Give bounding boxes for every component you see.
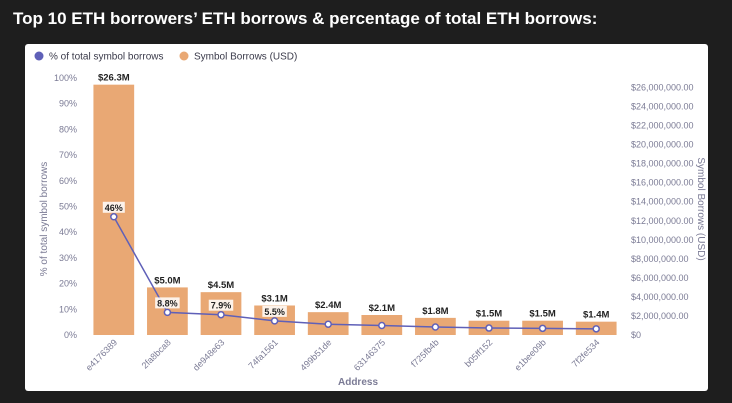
chart-panel: % of total symbol borrows Symbol Borrows…: [25, 44, 708, 391]
y-right-tick-label: $0: [631, 330, 641, 340]
y-right-tick-label: $6,000,000.00: [631, 273, 689, 283]
combo-chart: % of total symbol borrows Symbol Borrows…: [34, 51, 706, 388]
bar-value-labels: $26.3M $5.0M $4.5M $3.1M $2.4M $2.1M $1.8M $1.5…: [98, 73, 610, 321]
y-right-tick-label: $26,000,000.00: [631, 83, 694, 93]
y-right-tick-label: $24,000,000.00: [631, 102, 694, 112]
bar-value-label: $2.1M: [369, 303, 395, 314]
pct-value-label: 46%: [105, 203, 123, 213]
pct-point[interactable]: [378, 321, 386, 330]
page-title: Top 10 ETH borrowers’ ETH borrows & perc…: [13, 9, 598, 28]
y-left-tick-label: 100%: [54, 73, 77, 83]
y-right-tick-label: $22,000,000.00: [631, 121, 694, 131]
pct-point[interactable]: [538, 324, 547, 333]
pct-label-bg: [208, 299, 234, 311]
y-right-tick-label: $10,000,000.00: [631, 235, 694, 245]
legend-marker-pct: [34, 51, 44, 61]
pct-point[interactable]: [485, 324, 493, 332]
y-left-tick-label: 30%: [59, 253, 77, 263]
y-axis-right-ticks: $0 $2,000,000.00 $4,000,000.00 $6,000,000.0…: [631, 83, 694, 340]
x-tick-label: f725fb4b: [409, 337, 441, 369]
bar-value-label: $1.8M: [422, 306, 448, 317]
pct-label-bg: [102, 201, 125, 213]
x-tick-label: 63146375: [352, 337, 387, 372]
x-axis-ticks: e4176389 2fa8bca8 de948e63 74fa1561 499b51de…: [84, 337, 602, 372]
x-tick-label: 499b51de: [298, 337, 333, 372]
bar-value-label: $1.4M: [583, 310, 609, 321]
bar-value-label: $3.1M: [261, 293, 287, 304]
pct-label-bg: [155, 297, 180, 309]
x-tick-label: 2fa8bca8: [140, 337, 173, 370]
y-right-tick-label: $14,000,000.00: [631, 197, 694, 207]
y-right-tick-label: $8,000,000.00: [631, 254, 689, 264]
x-tick-label: 74fa1561: [246, 337, 280, 371]
y-left-tick-label: 60%: [59, 176, 77, 186]
y-left-tick-label: 40%: [59, 227, 77, 237]
bar-value-label: $26.3M: [98, 73, 130, 84]
x-axis-title: Address: [338, 377, 378, 388]
legend-marker-usd: [179, 51, 189, 61]
pct-point[interactable]: [163, 308, 172, 317]
bar-value-label: $5.0M: [154, 275, 180, 286]
legend: % of total symbol borrows Symbol Borrows…: [34, 51, 297, 63]
x-tick-label: 7f2fe534: [570, 337, 602, 369]
y-right-tick-label: $12,000,000.00: [631, 216, 694, 226]
bar-value-label: $4.5M: [208, 280, 234, 291]
pct-point[interactable]: [592, 325, 600, 333]
y-axis-left-title: % of total symbol borrows: [39, 162, 50, 277]
bar-value-label: $1.5M: [529, 309, 555, 320]
y-right-tick-label: $2,000,000.00: [631, 311, 689, 321]
y-right-tick-label: $18,000,000.00: [631, 159, 694, 169]
x-tick-label: e1bee09b: [513, 337, 548, 372]
pct-line-series: 46% 8.8% 7.9% 5.5%: [102, 201, 600, 333]
pct-label-bg: [262, 305, 287, 317]
y-left-tick-label: 80%: [59, 124, 77, 134]
pct-value-label: 7.9%: [211, 301, 232, 311]
pct-point[interactable]: [110, 213, 118, 221]
legend-label-usd[interactable]: Symbol Borrows (USD): [194, 52, 297, 63]
y-axis-left-ticks: 0% 10% 20% 30% 40% 50% 60% 70% 80% 90% 100%: [54, 73, 77, 340]
y-left-tick-label: 0%: [64, 330, 77, 340]
pct-point[interactable]: [431, 323, 440, 331]
y-left-tick-label: 70%: [59, 150, 77, 160]
pct-point[interactable]: [270, 317, 279, 325]
bar-value-label: $2.4M: [315, 300, 341, 311]
y-right-tick-label: $20,000,000.00: [631, 140, 694, 150]
legend-label-pct[interactable]: % of total symbol borrows: [49, 52, 164, 63]
y-left-tick-label: 90%: [59, 99, 77, 109]
y-right-tick-label: $4,000,000.00: [631, 292, 689, 302]
y-left-tick-label: 50%: [59, 202, 77, 212]
y-right-tick-label: $16,000,000.00: [631, 178, 694, 188]
y-axis-right-title: Symbol Borrows (USD): [695, 157, 706, 260]
pct-value-label: 5.5%: [264, 307, 285, 317]
pct-point[interactable]: [217, 310, 225, 319]
x-tick-label: de948e63: [191, 337, 226, 372]
bar-value-label: $1.5M: [476, 309, 502, 320]
pct-value-label: 8.8%: [157, 298, 178, 308]
y-left-tick-label: 10%: [59, 304, 77, 314]
pct-point[interactable]: [324, 320, 332, 328]
x-tick-label: e4176389: [84, 337, 119, 372]
y-left-tick-label: 20%: [59, 279, 77, 289]
pct-line: [113, 216, 597, 330]
x-tick-label: b05ff152: [463, 337, 495, 369]
